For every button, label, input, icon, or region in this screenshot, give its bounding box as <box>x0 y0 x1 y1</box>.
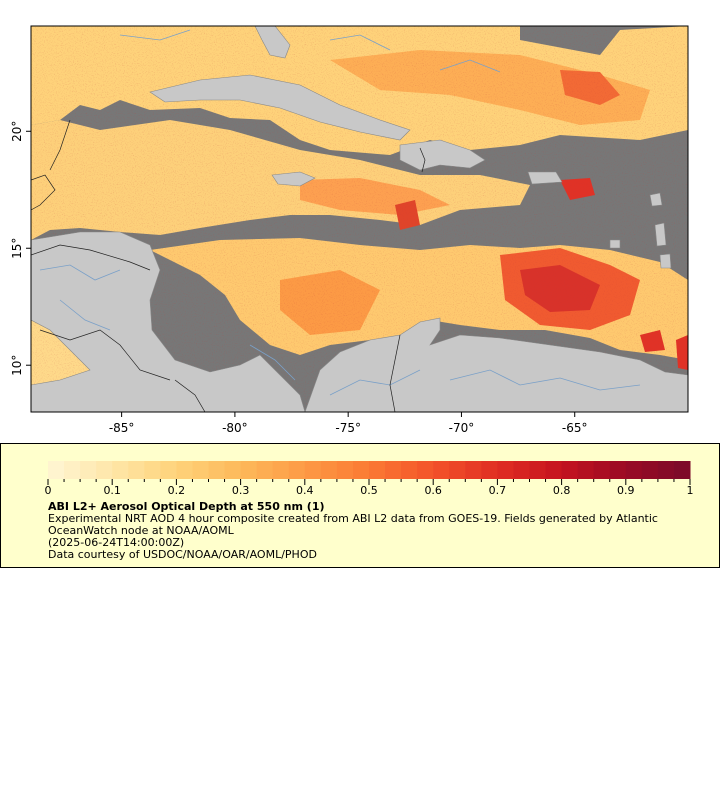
x-tick-label: -80° <box>222 421 248 435</box>
x-tick-label: -85° <box>109 421 135 435</box>
colorbar-cell <box>561 461 579 479</box>
colorbar: 0 0.1 0.2 0.3 0.4 0.5 0.6 0.7 0.8 0.9 1 <box>45 461 694 497</box>
colorbar-cell <box>401 461 418 479</box>
land-hispaniola <box>399 139 486 171</box>
colorbar-cell <box>529 461 547 479</box>
colorbar-label: 0 <box>45 484 52 497</box>
colorbar-cell <box>513 461 530 479</box>
colorbar-cell <box>80 461 97 479</box>
colorbar-cell <box>481 461 498 479</box>
colorbar-label: 0.9 <box>617 484 635 497</box>
colorbar-cell <box>465 461 482 479</box>
colorbar-cell <box>240 461 258 479</box>
legend-text: ABI L2+ Aerosol Optical Depth at 550 nm … <box>48 501 708 561</box>
colorbar-cell <box>336 461 354 479</box>
x-tick-label: -70° <box>449 421 475 435</box>
y-tick-label: 10° <box>10 355 24 376</box>
land-central-america <box>31 231 306 412</box>
colorbar-cell <box>272 461 290 479</box>
map-frame <box>30 25 689 413</box>
land-cuba <box>149 74 411 141</box>
colorbar-cell <box>192 461 209 479</box>
colorbar-cell <box>48 461 65 479</box>
y-axis-ticks: 10° 15° 20° <box>10 121 31 376</box>
colorbar-cell <box>144 461 161 479</box>
colorbar-cell <box>449 461 466 479</box>
colorbar-cell <box>433 461 450 479</box>
legend-credit: Data courtesy of USDOC/NOAA/OAR/AOML/PHO… <box>48 548 317 561</box>
colorbar-label: 0.1 <box>103 484 121 497</box>
x-axis-ticks: -85° -80° -75° -70° -65° <box>109 412 588 435</box>
colorbar-cell <box>625 461 643 479</box>
colorbar-cell <box>609 461 627 479</box>
colorbar-cell <box>160 461 177 479</box>
land-puerto-rico <box>527 171 563 185</box>
colorbar-cell <box>208 461 226 479</box>
aod-map: -85° -80° -75° -70° -65° 10° 15° 20° <box>10 25 689 435</box>
colorbar-label: 0.2 <box>168 484 186 497</box>
legend-panel: 0 0.1 0.2 0.3 0.4 0.5 0.6 0.7 0.8 0.9 1 ABI L2+ Ae… <box>0 443 720 568</box>
colorbar-cell <box>288 461 306 479</box>
colorbar-cell <box>352 461 370 479</box>
colorbar-cell <box>128 461 145 479</box>
rivers <box>39 29 641 396</box>
colorbar-label: 1 <box>687 484 694 497</box>
colorbar-cell <box>673 461 691 479</box>
legend-description: Experimental NRT AOD 4 hour composite cr… <box>48 512 658 537</box>
colorbar-label: 0.4 <box>296 484 314 497</box>
colorbar-label: 0.8 <box>553 484 571 497</box>
land-south-america <box>304 317 688 412</box>
x-tick-label: -65° <box>562 421 588 435</box>
x-tick-label: -75° <box>335 421 361 435</box>
colorbar-cell <box>369 461 386 479</box>
colorbar-cell <box>497 461 514 479</box>
colorbar-label: 0.3 <box>232 484 250 497</box>
colorbar-cell <box>385 461 402 479</box>
colorbar-cell <box>593 461 611 479</box>
colorbar-cell <box>176 461 193 479</box>
colorbar-label: 0.5 <box>360 484 378 497</box>
colorbar-label: 0.7 <box>489 484 507 497</box>
colorbar-cell <box>641 461 659 479</box>
land-florida <box>254 26 291 59</box>
colorbar-cell <box>320 461 338 479</box>
colorbar-cell <box>417 461 434 479</box>
colorbar-cell <box>577 461 595 479</box>
colorbar-cell <box>256 461 274 479</box>
y-tick-label: 15° <box>10 238 24 259</box>
colorbar-cell <box>64 461 81 479</box>
colorbar-cell <box>545 461 563 479</box>
colorbar-cell <box>96 461 113 479</box>
colorbar-label: 0.6 <box>424 484 442 497</box>
legend-timestamp: (2025-06-24T14:00:00Z) <box>48 536 185 549</box>
legend-title: ABI L2+ Aerosol Optical Depth at 550 nm … <box>48 500 325 513</box>
colorbar-cell <box>224 461 242 479</box>
colorbar-cell <box>304 461 322 479</box>
y-tick-label: 20° <box>10 121 24 142</box>
colorbar-cell <box>112 461 129 479</box>
colorbar-cell <box>657 461 675 479</box>
land-jamaica <box>271 171 316 187</box>
country-borders <box>31 119 426 412</box>
land-masses <box>31 26 688 412</box>
